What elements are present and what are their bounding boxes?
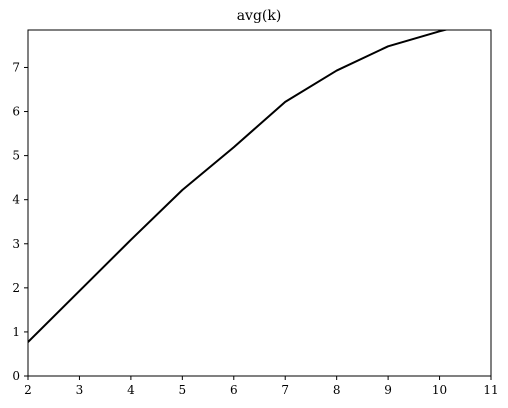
plot-frame <box>27 29 492 377</box>
series-layer <box>28 30 449 344</box>
x-tick-label: 8 <box>333 383 341 397</box>
y-tick-label: 2 <box>12 281 20 295</box>
axes: 2 3 4 5 6 7 8 9 10 11 0 1 2 3 4 5 6 7 <box>12 29 499 397</box>
x-tick-label: 11 <box>483 383 498 397</box>
x-tick-label: 9 <box>384 383 392 397</box>
y-tick-label: 1 <box>12 325 20 339</box>
y-tick-label: 5 <box>12 149 20 163</box>
y-tick-label: 0 <box>12 369 20 383</box>
x-tick-label: 2 <box>24 383 32 397</box>
chart-title: avg(k) <box>237 8 282 24</box>
x-tick-label: 5 <box>179 383 187 397</box>
y-tick-label: 7 <box>12 60 20 74</box>
x-tick-label: 4 <box>127 383 135 397</box>
y-tick-label: 4 <box>12 193 20 207</box>
x-tick-label: 6 <box>230 383 238 397</box>
series-line <box>28 30 449 344</box>
y-tick-label: 3 <box>12 237 20 251</box>
x-tick-label: 10 <box>432 383 447 397</box>
y-tick-label: 6 <box>12 105 20 119</box>
x-tick-label: 7 <box>281 383 289 397</box>
x-tick-label: 3 <box>76 383 84 397</box>
